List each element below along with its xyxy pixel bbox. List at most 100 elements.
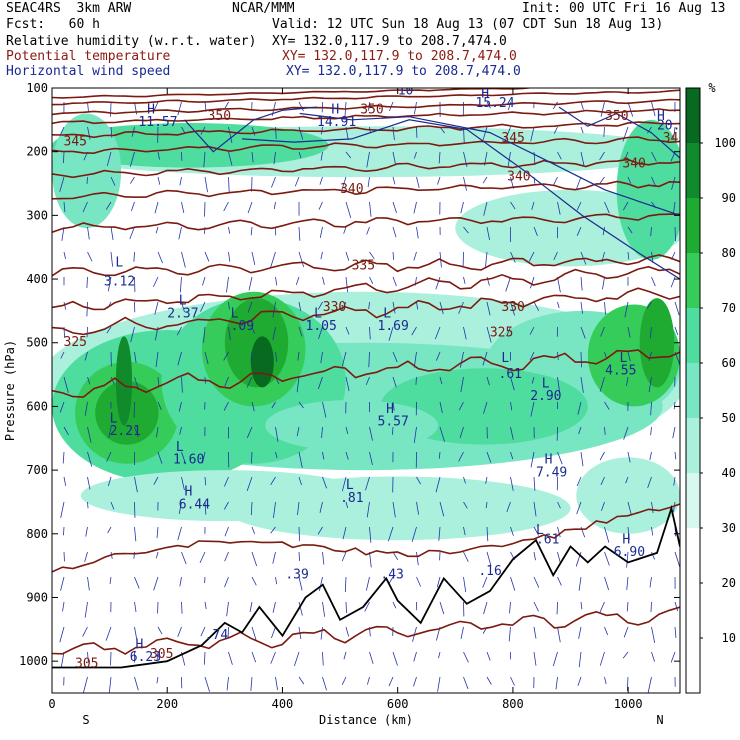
wind-vector bbox=[365, 476, 370, 491]
wind-vector bbox=[228, 651, 233, 665]
wind-vector bbox=[87, 476, 91, 490]
wind-vector bbox=[576, 476, 582, 487]
wind-vector bbox=[156, 651, 159, 661]
wind-vector bbox=[392, 401, 395, 411]
wind-vector bbox=[108, 676, 112, 693]
wind-vector bbox=[157, 626, 163, 635]
theta-label: 345 bbox=[501, 131, 524, 146]
wind-vector bbox=[228, 151, 233, 166]
wind-vector bbox=[251, 251, 256, 266]
wind-vector bbox=[134, 526, 137, 542]
wind-speed-label: 1.60 bbox=[173, 453, 204, 468]
wind-vector bbox=[486, 526, 489, 542]
wind-vector bbox=[416, 476, 422, 485]
wind-vector bbox=[275, 676, 278, 690]
wind-vector bbox=[270, 251, 276, 268]
wind-vector bbox=[153, 576, 159, 591]
wind-vector bbox=[59, 176, 65, 192]
wind-vector bbox=[298, 551, 301, 561]
wind-speed-label: 6.23 bbox=[130, 650, 161, 665]
wind-vector bbox=[627, 226, 633, 234]
wind-vector bbox=[247, 201, 253, 214]
wind-vector bbox=[486, 451, 492, 463]
wind-vector bbox=[482, 576, 488, 588]
wind-vector bbox=[275, 451, 278, 459]
wind-vector bbox=[156, 676, 159, 684]
wind-vector bbox=[156, 526, 159, 539]
wind-vector bbox=[388, 326, 394, 341]
wind-vector bbox=[87, 651, 89, 663]
wind-speed-label: H bbox=[545, 453, 553, 468]
wind-vector bbox=[507, 151, 511, 167]
wind-vector bbox=[298, 251, 305, 268]
wind-speed-label: L bbox=[501, 351, 509, 366]
wind-vector bbox=[341, 176, 347, 190]
wind-vector bbox=[531, 201, 535, 210]
wind-vector bbox=[129, 151, 135, 167]
wind-vector bbox=[557, 376, 560, 393]
wind-vector bbox=[486, 376, 490, 386]
colorbar-tick-label: 40 bbox=[722, 466, 736, 480]
wind-vector bbox=[275, 426, 279, 442]
colorbar-swatch bbox=[686, 528, 700, 583]
wind-vector bbox=[392, 226, 397, 238]
wind-vector bbox=[392, 276, 397, 287]
wind-vector bbox=[604, 351, 608, 359]
wind-vector bbox=[270, 476, 276, 486]
wind-vector bbox=[133, 251, 135, 262]
y-axis-label: Pressure (hPa) bbox=[3, 340, 17, 441]
wind-vector bbox=[651, 626, 656, 643]
wind-vector bbox=[623, 626, 629, 638]
wind-vector bbox=[157, 451, 163, 464]
wind-vector bbox=[672, 426, 676, 439]
y-tick-label: 900 bbox=[26, 590, 48, 604]
wind-vector bbox=[63, 476, 67, 486]
wind-vector bbox=[228, 251, 231, 262]
wind-vector bbox=[625, 476, 629, 484]
wind-vector bbox=[647, 476, 652, 489]
wind-vector bbox=[177, 526, 182, 541]
wind-vector bbox=[87, 126, 91, 140]
wind-vector bbox=[364, 601, 370, 612]
wind-vector bbox=[599, 451, 605, 461]
wind-vector bbox=[157, 401, 162, 410]
wind-vector bbox=[204, 176, 208, 193]
wind-vector bbox=[435, 276, 441, 290]
wind-vector bbox=[627, 176, 632, 184]
wind-vector bbox=[647, 126, 652, 134]
wind-vector bbox=[272, 326, 276, 341]
init-time: Init: 00 UTC Fri 16 Aug 13 bbox=[522, 1, 726, 16]
wind-vector bbox=[458, 451, 464, 462]
y-tick-label: 800 bbox=[26, 527, 48, 541]
wind-vector bbox=[179, 426, 182, 435]
wind-vector bbox=[60, 351, 65, 359]
wind-vector bbox=[366, 151, 370, 168]
wind-vector bbox=[63, 201, 66, 213]
wind-vector bbox=[552, 101, 558, 110]
wind-vector bbox=[181, 201, 185, 214]
wind-vector bbox=[61, 226, 65, 241]
wind-vector bbox=[344, 576, 347, 593]
wind-vector bbox=[226, 676, 229, 691]
wind-vector bbox=[203, 151, 206, 168]
wind-vector bbox=[369, 251, 375, 260]
colorbar-tick-label: 30 bbox=[722, 521, 736, 535]
wind-vector bbox=[86, 301, 88, 317]
wind-vector bbox=[223, 501, 229, 510]
wind-speed-label: .81 bbox=[340, 491, 363, 506]
wind-vector bbox=[627, 251, 630, 260]
wind-vector bbox=[179, 276, 182, 293]
wind-vector bbox=[134, 676, 139, 691]
wind-speed-label: L bbox=[383, 306, 391, 321]
wind-vector bbox=[155, 551, 159, 559]
valid-time: Valid: 12 UTC Sun 18 Aug 13 (07 CDT Sun … bbox=[272, 17, 664, 32]
wind-vector bbox=[204, 476, 207, 486]
wind-contour bbox=[558, 106, 680, 159]
wind-vector bbox=[369, 201, 372, 217]
wind-vector bbox=[129, 226, 135, 240]
theta-contour bbox=[52, 180, 680, 200]
wind-vector bbox=[84, 351, 88, 361]
wind-vector bbox=[626, 601, 629, 612]
wind-vector bbox=[439, 401, 443, 414]
wind-vector bbox=[651, 526, 654, 536]
